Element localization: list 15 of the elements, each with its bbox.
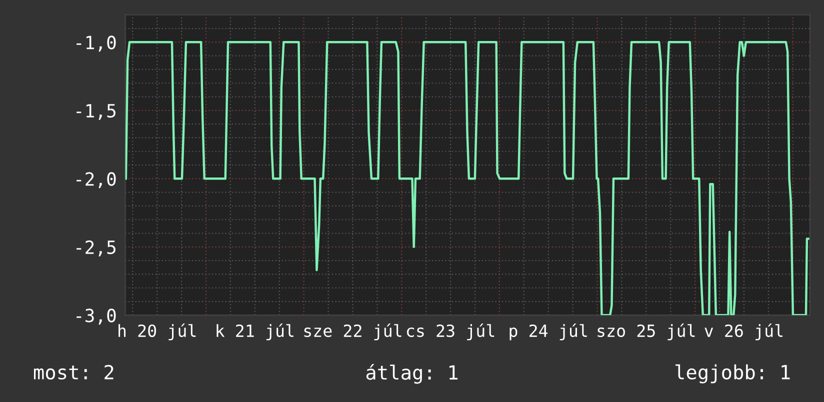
x-tick-label: szo 25 júl: [598, 324, 695, 340]
x-tick-label: sze 22 júl: [304, 324, 402, 340]
x-tick-label: p 24 júl: [510, 324, 587, 340]
y-tick-label: -2,0: [76, 172, 116, 188]
x-tick-label: v 26 júl: [704, 324, 782, 340]
y-tick-label: -1,0: [76, 36, 116, 52]
text: most: 2: [34, 364, 114, 380]
text: átlag: 1: [366, 364, 458, 384]
x-tick-label: k 21 júl: [216, 324, 294, 340]
x-tick-label: cs 23 júl: [406, 324, 494, 340]
y-tick-label: -2,5: [76, 240, 116, 256]
text: legjobb: 1: [675, 364, 790, 384]
y-tick-label: -3,0: [76, 308, 116, 325]
y-tick-label: -1,5: [76, 104, 116, 120]
x-tick-label: h 20 júl: [118, 324, 196, 340]
